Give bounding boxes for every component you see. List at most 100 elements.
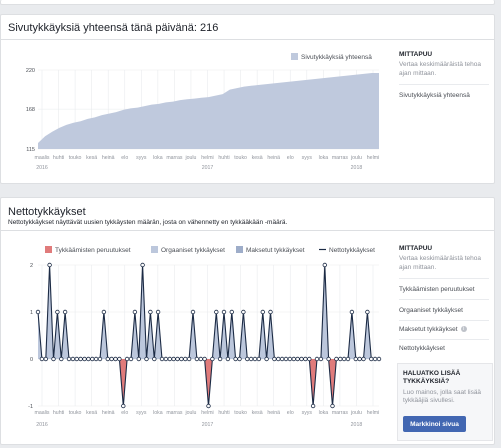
legend-label: Tykkäämisten peruutukset [55, 247, 131, 254]
net-likes-point [93, 356, 99, 362]
net-likes-point [136, 356, 141, 362]
net-likes-point [183, 356, 188, 362]
info-icon[interactable]: i [460, 326, 467, 333]
net-likes-point [128, 356, 134, 362]
net-likes-point [318, 356, 324, 362]
metric-unlikes[interactable]: Tykkäämisten peruutukset [399, 278, 489, 299]
net-likes-point [256, 356, 262, 362]
net-likes-point [51, 356, 56, 362]
y-tick-label: 220 [26, 68, 35, 74]
net-likes-point [225, 356, 231, 362]
net-likes-point [101, 309, 107, 315]
organic-likes-spike [220, 312, 228, 359]
legend-swatch-total-likes [291, 53, 298, 60]
x-tick-label: loka [153, 410, 163, 416]
net-likes-point [326, 356, 331, 362]
total-likes-card: Sivutykkäyksiä yhteensä tänä päivänä: 21… [0, 14, 495, 184]
legend-label: Maksetut tykkäykset [246, 247, 305, 254]
net-likes-point [330, 403, 335, 409]
net-likes-point [90, 356, 95, 362]
legend-label-total-likes: Sivutykkäyksiä yhteensä [301, 54, 372, 61]
net-likes-point [186, 356, 192, 362]
net-likes-point [148, 309, 153, 315]
x-tick-label: loka [153, 155, 163, 161]
net-likes-point [341, 356, 347, 362]
net-likes-point [144, 356, 149, 362]
promo-text: Luo mainos, jolla saat lisää tykkääjiä s… [403, 389, 482, 404]
net-likes-point [229, 309, 234, 315]
net-likes-point [272, 356, 277, 362]
net-likes-point [82, 356, 87, 362]
unlikes-spike [309, 359, 317, 406]
x-tick-label: joulu [350, 155, 362, 161]
net-likes-point [357, 356, 362, 362]
x-tick-label: huhti [218, 155, 229, 161]
x-tick-label: loka [319, 155, 329, 161]
net-likes-point [310, 403, 316, 409]
x-tick-label: marras [166, 410, 183, 416]
net-likes-point [365, 309, 370, 315]
previous-card-fragment [0, 0, 495, 5]
net-likes-point [171, 356, 176, 362]
promote-page-box: HALUATKO LISÄÄ TYKKÄYKSIÄ? Luo mainos, j… [397, 363, 493, 441]
organic-likes-spike [154, 312, 162, 359]
net-likes-point [117, 356, 122, 362]
organic-likes-spike [189, 312, 197, 359]
x-tick-label: kesä [252, 155, 263, 161]
net-likes-point [62, 309, 68, 315]
organic-likes-spike [258, 312, 267, 359]
x-tick-label: heinä [267, 410, 280, 416]
net-likes-point [291, 356, 296, 362]
net-likes-point [97, 356, 103, 362]
x-tick-label: kesä [86, 410, 97, 416]
x-tick-label: maalis [35, 410, 50, 416]
net-likes-point [124, 356, 130, 362]
organic-likes-spike [320, 265, 329, 359]
organic-likes-spike [131, 312, 139, 359]
x-tick-label: maalis [35, 155, 50, 161]
metric-total-likes[interactable]: Sivutykkäyksiä yhteensä [399, 84, 489, 105]
net-likes-point [252, 356, 258, 362]
net-likes-point [338, 356, 343, 362]
x-tick-label: joulu [184, 155, 196, 161]
organic-likes-spike [61, 312, 69, 359]
net-likes-point [152, 356, 157, 362]
y-tick-label: 115 [26, 147, 35, 153]
divider [1, 230, 494, 231]
sidebar-heading: MITTAPUU [399, 51, 433, 58]
x-tick-label: joulu [184, 410, 196, 416]
net-likes-point [155, 309, 161, 315]
net-likes-point [190, 309, 196, 315]
net-likes-point [206, 403, 211, 409]
net-likes-point [349, 309, 355, 315]
organic-likes-spike [212, 312, 221, 359]
x-tick-label: kesä [252, 410, 263, 416]
metric-net-likes[interactable]: Nettotykkäykset [399, 339, 489, 358]
net-likes-point [113, 356, 118, 362]
promote-page-button[interactable]: Markkinoi sivua [403, 416, 466, 432]
net-likes-point [376, 356, 382, 362]
organic-likes-spike [45, 265, 54, 359]
net-likes-point [35, 309, 41, 315]
metric-organic-likes[interactable]: Orgaaniset tykkäykset [399, 299, 489, 320]
metric-paid-likes-label: Maksetut tykkäykset [399, 326, 458, 333]
net-likes-point [303, 356, 308, 362]
y-tick-label: 2 [30, 263, 33, 269]
x-tick-label: helmi [367, 155, 379, 161]
year-label: 2017 [202, 422, 214, 428]
x-tick-label: huhti [53, 155, 64, 161]
net-likes-point [163, 356, 169, 362]
net-likes-point [74, 356, 79, 362]
organic-likes-spike [100, 312, 108, 359]
x-tick-label: touko [234, 155, 247, 161]
sidebar-heading: MITTAPUU [399, 245, 433, 252]
x-tick-label: heinä [102, 155, 115, 161]
x-tick-label: marras [332, 410, 349, 416]
year-label: 2018 [351, 422, 363, 428]
x-tick-label: syys [136, 410, 147, 416]
x-tick-label: elo [121, 410, 128, 416]
x-tick-label: loka [319, 410, 329, 416]
metric-paid-likes[interactable]: Maksetut tykkäykset i [399, 320, 489, 339]
net-likes-card: Nettotykkäykset Nettotykkäykset näyttävä… [0, 197, 495, 445]
y-tick-label: 168 [26, 107, 35, 113]
